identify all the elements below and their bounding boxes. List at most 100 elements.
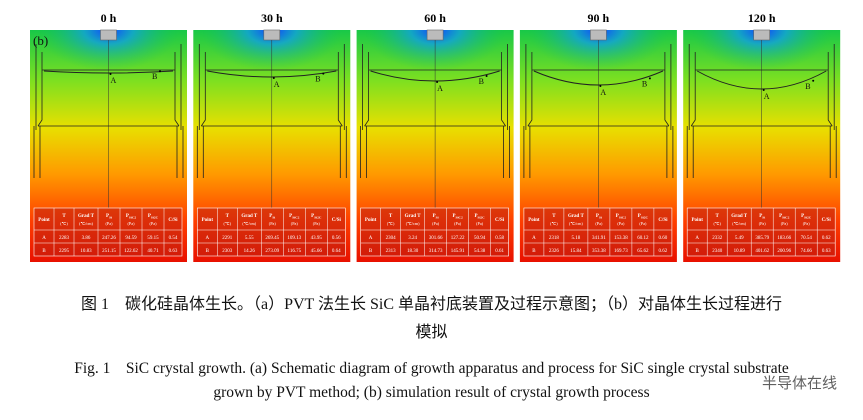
table-cell: 65.62 (637, 249, 649, 254)
table-header: Grad T (78, 214, 95, 219)
table-header: C/Si (658, 218, 668, 223)
header-main: P (126, 214, 129, 219)
table-cell: 251.15 (102, 249, 116, 254)
crystal-surface (43, 70, 174, 74)
header-sub: Si (436, 216, 439, 220)
table-header: C/Si (822, 218, 832, 223)
table-unit: (℃/cm) (406, 221, 420, 226)
caption-zh: 图 1 碳化硅晶体生长。（a）PVT 法生长 SiC 单晶衬底装置及过程示意图；… (80, 296, 783, 313)
point-label: B (479, 77, 484, 86)
table-unit: (Pa) (595, 221, 603, 226)
caption-en: Fig. 1 SiC crystal growth. (a) Schematic… (74, 360, 789, 377)
header-main: P (452, 214, 455, 219)
table-header: T (62, 214, 66, 219)
table-header: Grad T (568, 214, 585, 219)
point-label: A (274, 80, 280, 89)
point-label: A (600, 88, 606, 97)
header-main: P (474, 214, 477, 219)
table-cell: 0.62 (659, 249, 668, 254)
table-cell: 14.26 (244, 249, 256, 254)
crystal-surface (533, 70, 664, 86)
table-unit: (Pa) (128, 221, 136, 226)
table-bg (33, 207, 183, 257)
seed-holder (753, 29, 771, 41)
table-header: T (389, 214, 393, 219)
table-unit: (Pa) (432, 221, 440, 226)
table-cell: 247.26 (102, 236, 116, 241)
table-cell: 5.55 (245, 236, 254, 241)
table-cell: A (695, 236, 699, 241)
caption-zh: 模拟 (415, 324, 448, 341)
header-sub: SiC2 (619, 216, 626, 220)
crucible-body (523, 125, 674, 178)
table-header: T (226, 214, 230, 219)
table-cell: 153.38 (614, 236, 628, 241)
header-main: T (226, 214, 230, 219)
header-main: T (552, 214, 556, 219)
table-unit: (Pa) (639, 221, 647, 226)
table-cell: 2340 (712, 249, 723, 254)
table-header: PSi (106, 214, 112, 220)
seed-holder (426, 29, 444, 41)
header-sub: Si (762, 216, 765, 220)
table-cell: 10.89 (734, 249, 746, 254)
table-header: Point (692, 218, 704, 223)
header-main: P (596, 214, 599, 219)
point-marker (436, 81, 439, 83)
crucible-body (33, 125, 184, 178)
caption-en: grown by PVT method; (b) simulation resu… (213, 384, 650, 401)
table-cell: 183.66 (777, 236, 791, 241)
table-header: PSi2C (474, 214, 485, 220)
header-main: Point (528, 218, 540, 223)
table-unit: (℃/cm) (242, 221, 256, 226)
table-header: PSi (759, 214, 765, 220)
time-label: 30 h (261, 11, 283, 25)
point-marker (159, 70, 161, 73)
table-header: T (716, 214, 720, 219)
header-main: T (716, 214, 720, 219)
header-main: P (106, 214, 109, 219)
header-main: C/Si (822, 218, 832, 223)
figure: 0 h A B Point A B T (℃) 2283 2295 Grad T (℃/cm) 3.86… (30, 11, 841, 262)
table-cell: 0.54 (169, 236, 178, 241)
header-sub: Si2C (478, 216, 486, 220)
table-header: PSi (433, 214, 439, 220)
table-header: PSi2C (801, 214, 812, 220)
table-unit: (℃) (550, 221, 558, 226)
table-cell: 145.91 (451, 249, 465, 254)
table-cell: B (532, 249, 536, 254)
crucible-body (686, 125, 837, 178)
header-main: P (148, 214, 151, 219)
table-cell: 269.45 (265, 236, 279, 241)
table-cell: 2313 (386, 249, 397, 254)
table-cell: 3.86 (82, 236, 91, 241)
point-label: B (805, 82, 810, 91)
point-marker (599, 85, 602, 87)
point-label: B (315, 75, 320, 84)
table-cell: 301.66 (429, 236, 443, 241)
table-cell: 0.63 (822, 249, 831, 254)
header-main: P (801, 214, 804, 219)
crucible-lid (362, 44, 508, 130)
seed-holder (590, 29, 607, 41)
table-cell: 127.22 (451, 236, 465, 241)
table-header: PSi2C (638, 214, 649, 220)
header-main: Grad T (731, 214, 748, 219)
header-main: P (311, 214, 314, 219)
table-header: Grad T (405, 214, 422, 219)
table-header: PSiC2 (452, 214, 463, 220)
point-marker (812, 79, 815, 82)
table-cell: 70.54 (801, 236, 813, 241)
header-main: P (289, 214, 292, 219)
point-marker (272, 77, 275, 79)
crystal-surface (696, 70, 827, 90)
header-main: T (389, 214, 393, 219)
table-cell: 401.62 (755, 249, 769, 254)
table-cell: A (369, 236, 373, 241)
seed-holder (100, 29, 117, 41)
table-unit: (℃/cm) (569, 221, 583, 226)
table-cell: 116.75 (288, 249, 302, 254)
table-cell: 94.59 (125, 236, 137, 241)
crucible-lid (198, 44, 345, 130)
header-main: P (638, 214, 641, 219)
